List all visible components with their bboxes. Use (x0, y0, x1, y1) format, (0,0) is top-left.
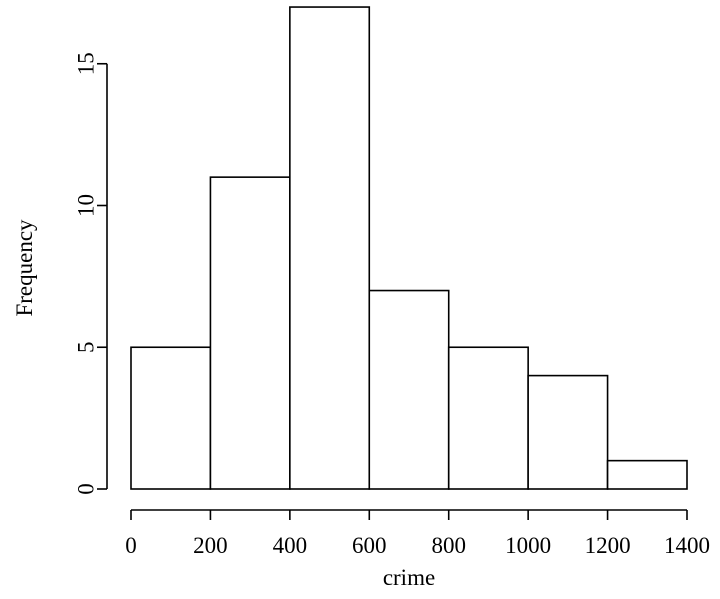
x-tick-label-1: 200 (193, 533, 228, 558)
histogram-bar-5 (527, 374, 609, 490)
y-tick-label-2: 10 (73, 194, 98, 217)
x-tick-label-7: 1400 (664, 533, 710, 558)
x-tick-label-4: 800 (431, 533, 466, 558)
y-tick-label-1: 5 (73, 342, 98, 354)
y-tick-label-3: 15 (73, 52, 98, 75)
y-axis-label: Frequency (12, 219, 37, 317)
bars-group (130, 6, 688, 490)
x-axis-label: crime (383, 565, 435, 590)
y-axis: 0 5 10 15 (73, 52, 108, 495)
histogram-bar-2 (289, 6, 371, 490)
histogram-bar-4 (447, 346, 529, 490)
x-axis: 0 200 400 600 800 1000 1200 1400 (125, 509, 710, 558)
y-tick-label-0: 0 (73, 483, 98, 495)
x-tick-label-5: 1000 (505, 533, 551, 558)
x-tick-label-3: 600 (352, 533, 387, 558)
histogram-bar-3 (368, 289, 450, 490)
x-tick-label-0: 0 (125, 533, 137, 558)
histogram-bar-1 (209, 176, 291, 490)
x-tick-label-6: 1200 (585, 533, 631, 558)
x-tick-label-2: 400 (273, 533, 308, 558)
histogram-bar-0 (130, 346, 212, 490)
histogram-bar-6 (606, 459, 688, 490)
